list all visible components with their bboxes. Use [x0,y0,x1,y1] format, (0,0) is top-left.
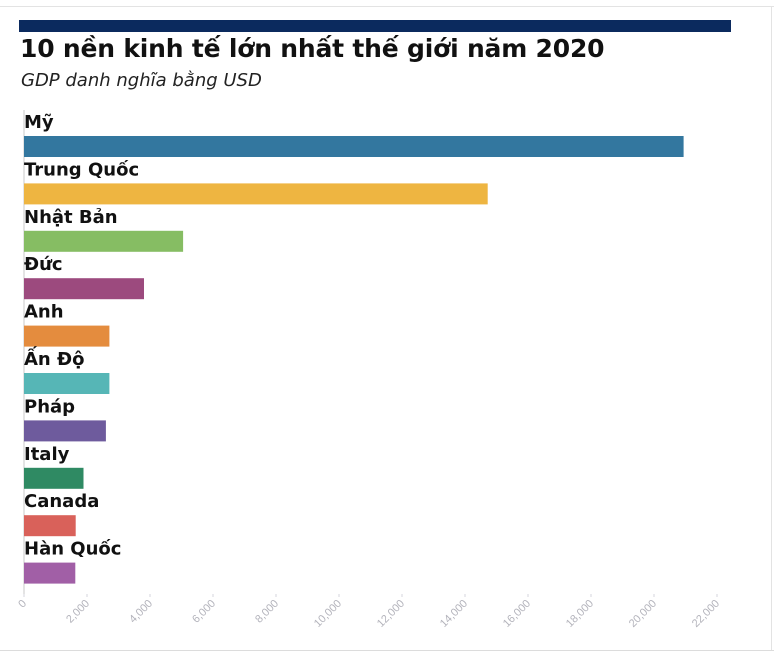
x-tick-label: 4,000 [127,598,155,626]
bar [24,467,84,489]
bar [24,515,76,537]
category-label: Ấn Độ [24,346,84,370]
category-label: Mỹ [24,112,54,133]
x-tick-label: 0 [16,598,29,611]
right-border [771,6,772,651]
bar [24,183,488,205]
x-tick-label: 10,000 [312,598,344,630]
category-label: Nhật Bản [24,207,118,228]
category-label: Pháp [24,396,75,417]
bar [24,373,110,394]
bar [24,278,144,300]
category-label: Canada [24,491,99,512]
bar [24,325,110,347]
bottom-border [0,650,774,651]
x-tick-label: 22,000 [690,598,722,630]
x-tick-label: 2,000 [64,598,92,626]
x-tick-label: 8,000 [253,598,281,626]
chart-subtitle: GDP danh nghĩa bằng USD [21,70,262,91]
category-label: Đức [24,254,63,275]
header-accent-bar [19,20,731,32]
x-tick-label: 16,000 [501,598,533,630]
top-border [0,6,774,7]
x-tick-label: 6,000 [190,598,218,626]
bar [24,562,76,584]
category-label: Italy [24,444,70,465]
bar [24,136,684,157]
bar [24,230,184,252]
category-label: Hàn Quốc [24,539,121,560]
category-label: Anh [24,302,64,323]
bar [24,420,106,442]
x-tick-label: 12,000 [375,598,407,630]
x-tick-label: 20,000 [627,598,659,630]
chart-title: 10 nền kinh tế lớn nhất thế giới năm 202… [20,34,605,63]
category-label: Trung Quốc [24,159,139,180]
x-tick-label: 18,000 [564,598,596,630]
x-tick-label: 14,000 [438,598,470,630]
